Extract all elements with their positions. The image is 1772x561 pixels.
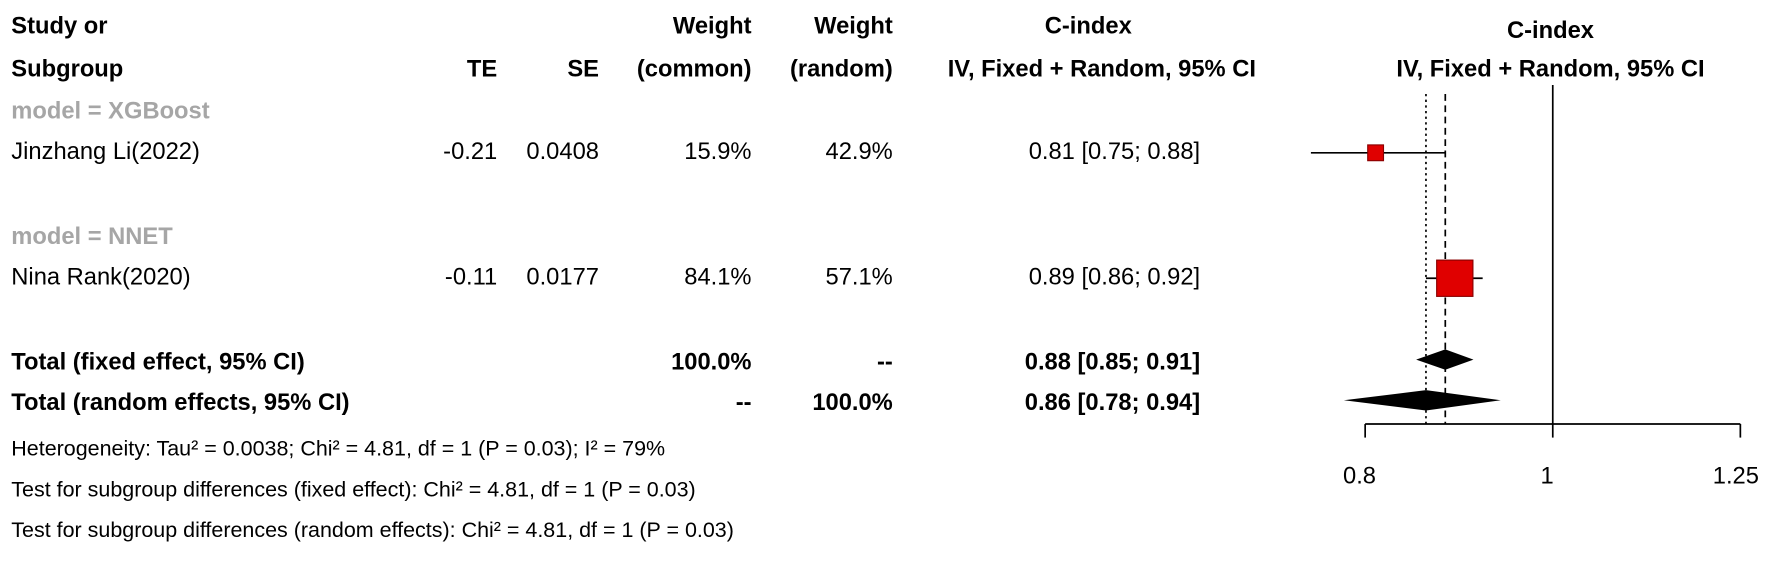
weight-random: -- [877, 349, 893, 375]
weight-common: 84.1% [684, 265, 751, 291]
subgroup-label: model = NNET [11, 224, 173, 250]
total-name: Total (fixed effect, 95% CI) [11, 349, 304, 375]
diamond [1416, 349, 1474, 370]
header: IV, Fixed + Random, 95% CI [1396, 57, 1704, 83]
note: Heterogeneity: Tau² = 0.0038; Chi² = 4.8… [11, 437, 665, 461]
ci-label: 0.89 [0.86; 0.92] [1029, 265, 1200, 291]
header: Study or [11, 14, 107, 40]
te: -0.21 [443, 139, 497, 165]
header: C-index [1507, 18, 1595, 44]
note: Test for subgroup differences (fixed eff… [11, 477, 695, 501]
header: SE [567, 57, 599, 83]
note: Test for subgroup differences (random ef… [11, 518, 734, 542]
se: 0.0177 [526, 265, 599, 291]
header: Weight [814, 14, 893, 40]
x-tick-label: 1.25 [1713, 463, 1759, 489]
header: (random) [790, 57, 893, 83]
ci-label: 0.86 [0.78; 0.94] [1025, 390, 1200, 416]
se: 0.0408 [526, 139, 599, 165]
header: C-index [1045, 14, 1133, 40]
header: (common) [637, 57, 752, 83]
header: Subgroup [11, 57, 123, 83]
ci-label: 0.88 [0.85; 0.91] [1025, 349, 1200, 375]
header: IV, Fixed + Random, 95% CI [948, 57, 1256, 83]
x-tick-label: 1 [1541, 463, 1554, 489]
study-box [1436, 259, 1474, 297]
weight-random: 100.0% [812, 390, 892, 416]
x-tick-label: 0.8 [1343, 463, 1376, 489]
weight-random: 42.9% [826, 139, 893, 165]
header: Weight [673, 14, 752, 40]
weight-common: 15.9% [684, 139, 751, 165]
te: -0.11 [445, 265, 497, 291]
ci-label: 0.81 [0.75; 0.88] [1029, 139, 1200, 165]
diamond [1343, 390, 1501, 411]
study-name: Nina Rank(2020) [11, 265, 190, 291]
subgroup-label: model = XGBoost [11, 98, 209, 124]
total-name: Total (random effects, 95% CI) [11, 390, 349, 416]
header: TE [467, 57, 497, 83]
weight-random: 57.1% [826, 265, 893, 291]
weight-common: -- [736, 390, 752, 416]
study-name: Jinzhang Li(2022) [11, 139, 200, 165]
weight-common: 100.0% [671, 349, 751, 375]
study-box [1367, 144, 1385, 162]
